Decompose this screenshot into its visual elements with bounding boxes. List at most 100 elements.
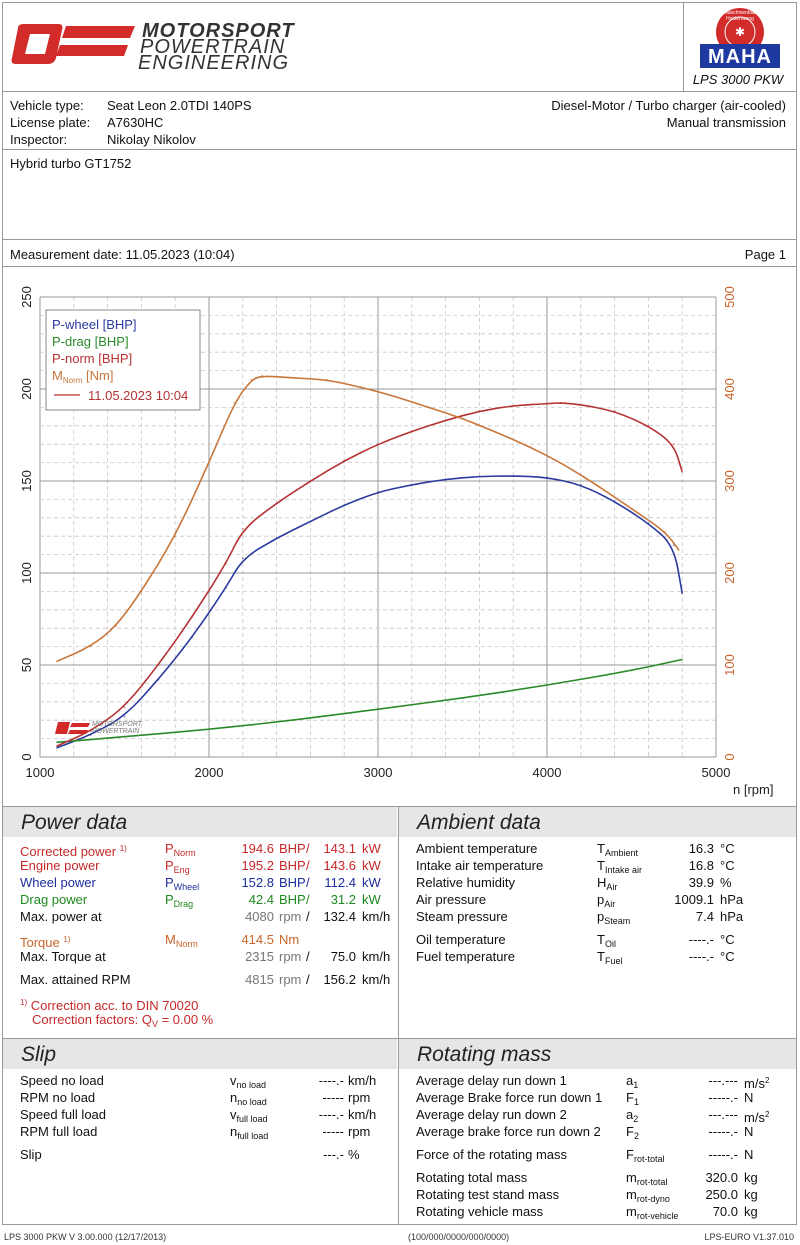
slip-row-value: ----.-: [318, 1107, 344, 1122]
maha-emblem: ✱: [700, 8, 780, 68]
engine-power-bhp-unit: BHP: [279, 858, 306, 873]
ambient-row-value: ----.-: [688, 949, 714, 964]
data-point: [115, 625, 117, 628]
logo-line-1: MOTORSPORT: [142, 20, 295, 42]
series-line-p-wheel-bhp: [56, 475, 683, 749]
x-tick-label: 1000: [26, 765, 55, 780]
wheel-power-bhp: 152.8: [241, 875, 274, 890]
corrected-power-bhp: 194.6: [241, 841, 274, 856]
data-point: [377, 708, 379, 711]
rotating-row-label: Force of the rotating mass: [416, 1147, 568, 1162]
y-left-tick-label: 250: [19, 286, 34, 308]
footer-left: LPS 3000 PKW V 3.00.000 (12/17/2013): [4, 1232, 167, 1242]
x-axis-label: n [rpm]: [733, 782, 773, 797]
rotating-row-label: Average brake force run down 2: [416, 1124, 601, 1139]
svg-text:MOTORSPORT: MOTORSPORT: [92, 721, 143, 728]
data-point: [647, 522, 650, 525]
x-tick-label: 2000: [195, 765, 224, 780]
rotating-row-value: 70.0: [712, 1204, 738, 1219]
legend-run-date: 11.05.2023 10:04: [88, 388, 188, 403]
max-power-slash: /: [306, 909, 310, 924]
rotating-row-value: ---.---: [708, 1073, 738, 1088]
ambient-row-unit: hPa: [720, 892, 744, 907]
torque-unit: Nm: [279, 932, 300, 947]
ambient-row-label: Oil temperature: [416, 932, 506, 947]
ambient-row-value: 16.3: [688, 841, 714, 856]
legend-p-wheel: P-wheel [BHP]: [52, 317, 137, 332]
power-data-heading: Power data: [3, 807, 397, 837]
data-point: [123, 706, 126, 709]
ambient-row-symbol: pSteam: [597, 909, 631, 926]
corrected-power-bhp-unit: BHP: [279, 841, 306, 856]
data-point: [360, 386, 362, 389]
rotating-row-value: -----.-: [708, 1147, 738, 1162]
max-torque-slash: /: [306, 949, 310, 964]
max-power-label: Max. power at: [20, 909, 102, 924]
footnote-din: 1) Correction acc. to DIN 70020: [20, 998, 199, 1013]
data-point: [225, 586, 227, 589]
drag-power-bhp: 42.4: [248, 892, 274, 907]
rotating-row-label: Rotating test stand mass: [416, 1187, 560, 1202]
y-left-tick-label: 200: [19, 378, 34, 400]
y-left-tick-label: 0: [19, 753, 34, 760]
data-point: [123, 715, 126, 718]
page-number: Page 1: [744, 247, 786, 262]
data-point: [309, 520, 312, 523]
rotating-row-label: Rotating vehicle mass: [416, 1204, 544, 1219]
slip-heading: Slip: [3, 1039, 397, 1069]
ambient-row-symbol: TIntake air: [597, 858, 642, 875]
chart-legend: P-wheel [BHP] P-drag [BHP] P-norm [BHP] …: [45, 309, 201, 411]
data-point: [546, 476, 548, 479]
x-tick-label: 3000: [364, 765, 393, 780]
ambient-row-symbol: TFuel: [597, 949, 623, 966]
slip-row-value: -----: [322, 1090, 344, 1105]
rotating-row-unit: kg: [744, 1187, 758, 1202]
drag-power-label: Drag power: [20, 892, 88, 907]
corrected-power-symbol: PNorm: [165, 841, 196, 858]
ambient-row-unit: %: [720, 875, 732, 890]
vehicle-type-value: Seat Leon 2.0TDI 140PS: [107, 98, 252, 113]
footer-right: LPS-EURO V1.37.010: [704, 1232, 794, 1242]
drag-power-kw: 31.2: [330, 892, 356, 907]
y-right-tick-label: 300: [722, 470, 737, 492]
data-point: [56, 741, 58, 744]
data-point: [394, 395, 396, 398]
data-point: [309, 480, 312, 482]
logo-line-2: POWERTRAIN: [140, 36, 286, 58]
corrected-power-label: Corrected power 1): [20, 840, 127, 860]
data-point: [681, 470, 684, 473]
ambient-row-value: ----.-: [688, 932, 714, 947]
ambient-row-unit: °C: [720, 949, 735, 964]
slip-row-symbol: vfull load: [230, 1107, 268, 1124]
data-point: [630, 669, 633, 672]
mpe-logo: MOTORSPORT POWERTRAIN ENGINEERING: [10, 18, 370, 74]
data-point: [512, 404, 515, 407]
rotating-row-value: 250.0: [705, 1187, 738, 1202]
max-power-kmh-unit: km/h: [362, 909, 391, 924]
legend-p-norm: P-norm [BHP]: [52, 351, 132, 366]
rotating-row-unit: kg: [744, 1204, 758, 1219]
ambient-row-value: 1009.1: [674, 892, 714, 907]
data-point: [461, 697, 464, 700]
y-left-tick-label: 100: [19, 562, 34, 584]
data-point: [140, 590, 143, 593]
engine-type: Diesel-Motor / Turbo charger (air-cooled…: [551, 98, 786, 113]
max-torque-label: Max. Torque at: [20, 949, 106, 964]
data-point: [444, 419, 447, 422]
slip-row-value: -----: [322, 1124, 344, 1139]
data-point: [89, 645, 92, 648]
y-right-tick-label: 500: [722, 286, 737, 308]
data-point: [241, 557, 244, 560]
data-point: [89, 730, 92, 733]
wheel-power-kw-unit: kW: [362, 875, 381, 890]
ambient-row-symbol: TOil: [597, 932, 616, 949]
data-point: [410, 430, 413, 433]
legend-m-norm-unit: [Nm]: [82, 368, 113, 383]
max-torque-rpm: 2315: [245, 949, 274, 964]
data-point: [326, 378, 329, 381]
ambient-row-symbol: pAir: [597, 892, 616, 909]
logo-line-3: ENGINEERING: [138, 52, 290, 74]
data-point: [174, 535, 177, 538]
rotating-row-value: -----.-: [708, 1090, 738, 1105]
ambient-row-label: Steam pressure: [416, 909, 508, 924]
